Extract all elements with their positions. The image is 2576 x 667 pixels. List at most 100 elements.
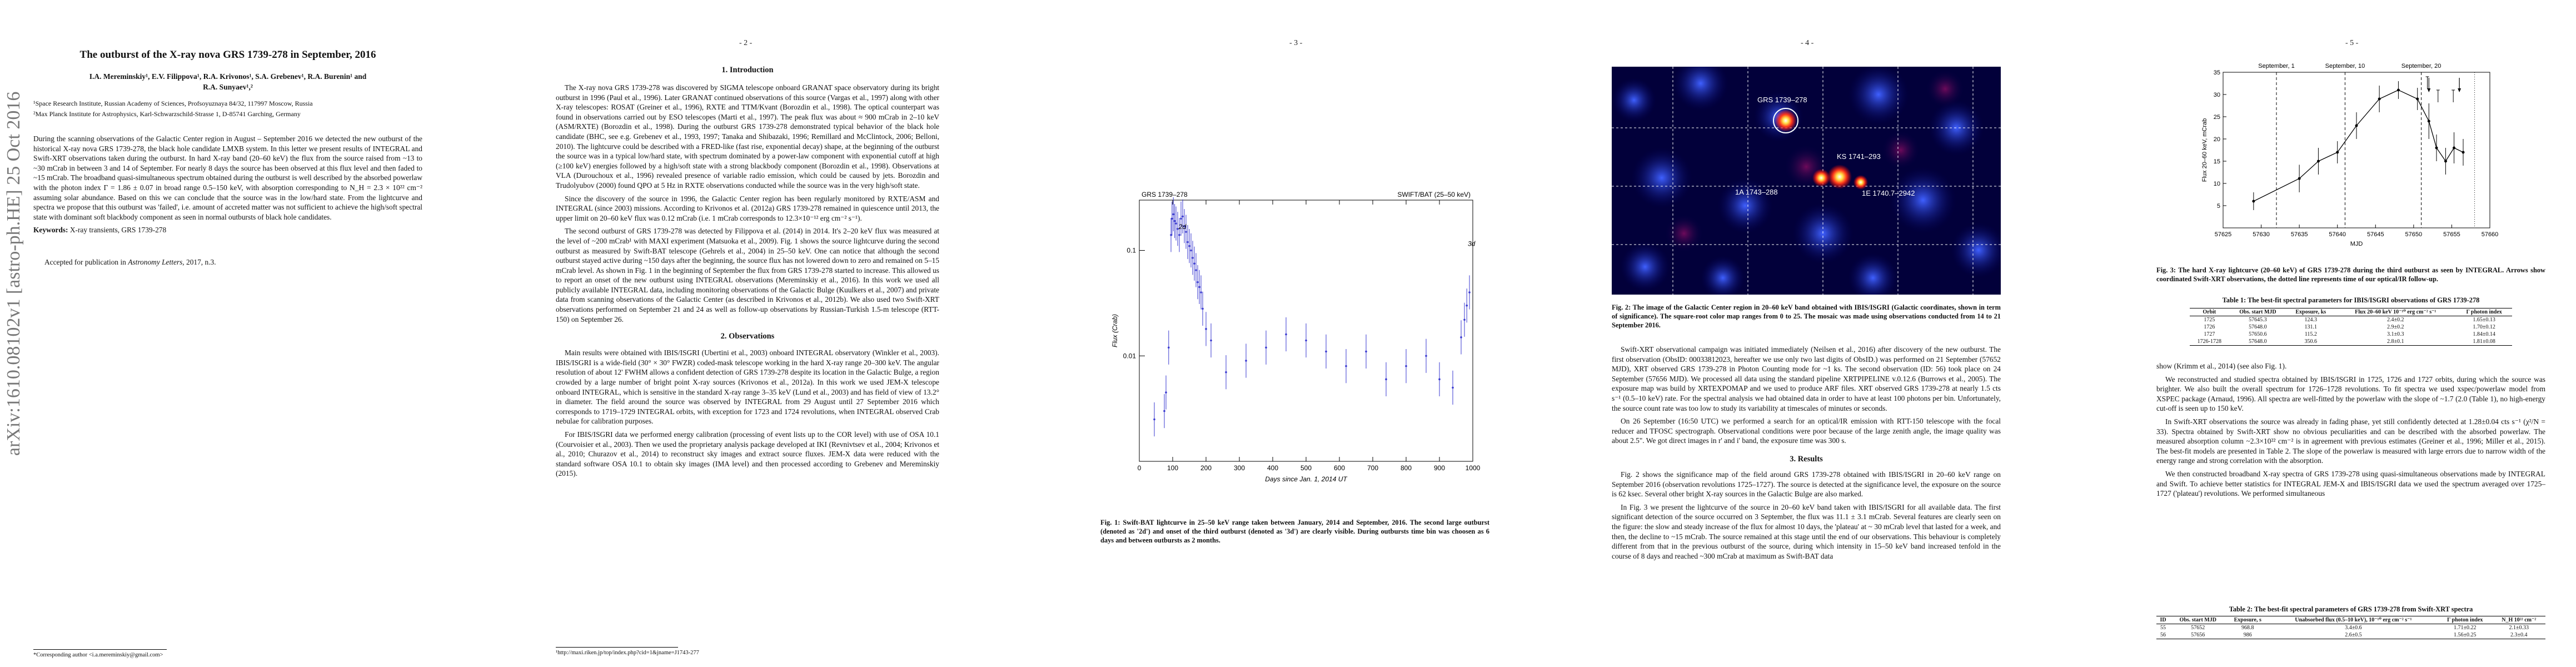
table-1-cell: 57650.6 — [2249, 331, 2267, 337]
table-1-cell: 124.3 — [2304, 317, 2318, 323]
page-1: The outburst of the X-ray nova GRS 1739-… — [33, 0, 422, 667]
source-1a1743 — [1812, 169, 1830, 187]
x-axis-label: Days since Jan. 1, 2014 UT — [1265, 475, 1348, 483]
figure-1-caption: Fig. 1: Swift-BAT lightcurve in 25–50 ke… — [1100, 519, 1489, 544]
data-point — [1265, 346, 1267, 349]
affiliation-1: ¹Space Research Institute, Russian Acade… — [33, 99, 313, 107]
table-1-cell: 57648.0 — [2249, 324, 2267, 330]
data-point — [1463, 318, 1466, 321]
data-point — [1153, 418, 1155, 421]
source-1e1740 — [1853, 175, 1868, 190]
x-tick-label: 600 — [1334, 464, 1345, 472]
table-2-cell: 2.3±0.4 — [2492, 631, 2545, 639]
table-1-row: 1725 57645.3 124.3 2.4±0.2 1.65±0.13 — [2190, 316, 2512, 324]
table-2-cell: 3.4±0.6 — [2345, 625, 2362, 631]
data-point — [1466, 304, 1468, 307]
paragraph: Main results were obtained with IBIS/ISG… — [556, 349, 939, 426]
table-2-cell: 2.6±0.5 — [2269, 631, 2438, 639]
paragraph: In Fig. 3 we present the lightcurve of t… — [1612, 502, 2001, 560]
table-2-cell: 57652 — [2191, 625, 2205, 631]
page-3: - 3 - GRS 1739–278 SWIFT/BAT (25–50 keV) 0… — [1100, 0, 1489, 667]
x-tick-label: 57630 — [2253, 231, 2270, 238]
table-1-cell: 1727 — [2204, 331, 2215, 337]
data-point — [1165, 391, 1167, 394]
page-5-body: show (Krimm et al., 2014) (see also Fig.… — [2156, 361, 2545, 502]
table-2-cell: 986 — [2226, 631, 2269, 639]
table-1-cell: 2.9±0.2 — [2387, 324, 2404, 330]
data-point — [2336, 151, 2339, 154]
table-2-cell: 57656 — [2170, 631, 2226, 639]
table-1: Orbit Obs. start MJD Exposure, ks Flux 20–6… — [2190, 308, 2512, 346]
acceptance-note: Accepted for publication in Astronomy Le… — [44, 257, 216, 266]
section-heading: 2. Observations — [720, 332, 775, 341]
data-point — [2435, 146, 2438, 150]
data-point — [2316, 160, 2320, 163]
table-1-row: 1727 57650.6 115.2 3.1±0.3 1.84±0.14 — [2190, 331, 2512, 338]
data-point — [1425, 355, 1427, 357]
page-2: - 2 - 1. Introduction The X-ray nova GRS… — [556, 0, 939, 667]
y-tick-label: 0.1 — [1127, 247, 1136, 255]
data-point — [1205, 328, 1207, 330]
y-axis-label: Flux 20–60 keV, mCrab — [2201, 118, 2208, 182]
data-point — [2252, 200, 2255, 203]
footnote-rule — [556, 647, 678, 648]
page-4: - 4 - — [1612, 0, 2001, 667]
data-point — [1195, 269, 1197, 271]
table-1-header-cell: Orbit — [2190, 308, 2229, 316]
footnote: *Corresponding author <i.a.mereminskiy@g… — [33, 652, 163, 658]
x-tick-label: 57660 — [2482, 231, 2499, 238]
table-1-cell: 1.70±0.12 — [2473, 324, 2495, 330]
data-point — [2298, 177, 2301, 180]
x-tick-label: 500 — [1301, 464, 1312, 472]
table-2-header-cell: N_H 10²² cm⁻² — [2492, 616, 2545, 624]
paragraph: Swift-XRT observational campaign was ini… — [1612, 345, 2001, 412]
x-tick-label: 57645 — [2367, 231, 2384, 238]
table-2-header-cell: Exposure, s — [2226, 616, 2269, 624]
table-2-row: 55 57652 968.8 3.4±0.6 1.71±0.22 2.1±0.33 — [2156, 624, 2545, 632]
table-1-cell: 1725 — [2204, 317, 2215, 323]
y-tick-label: 15 — [2214, 158, 2220, 165]
x-tick-label: 800 — [1401, 464, 1412, 472]
table-2-header-cell: Γ photon index — [2437, 616, 2493, 624]
paragraph: For IBIS/ISGRI data we performed energy … — [556, 430, 939, 478]
paragraph: The X-ray nova GRS 1739-278 was discover… — [556, 83, 939, 190]
table-2-cell: 1.71±0.22 — [2453, 625, 2477, 631]
table-1-cell: 3.1±0.3 — [2387, 331, 2404, 337]
x-tick-label: 57650 — [2405, 231, 2423, 238]
table-1-row: 1726-1728 57648.0 350.6 2.8±0.1 1.81±0.08 — [2190, 338, 2512, 346]
table-1-cell: 1.81±0.08 — [2456, 338, 2512, 346]
author-list: I.A. Mereminskiy¹, E.V. Filippova¹, R.A.… — [89, 72, 367, 91]
data-point — [1200, 291, 1202, 293]
data-point — [1345, 365, 1347, 367]
date-marker-label: September, 20 — [2401, 63, 2442, 69]
table-2-cell: 968.8 — [2241, 625, 2254, 631]
affiliation-2: ²Max Planck Institute for Astrophysics, … — [33, 110, 301, 118]
data-point — [1183, 225, 1185, 227]
date-marker-label: September, 10 — [2325, 63, 2365, 69]
data-point — [2416, 97, 2419, 101]
paragraph: We then constructed broadband X-ray spec… — [2156, 469, 2545, 498]
y-tick-label: 25 — [2214, 114, 2220, 121]
data-point — [2453, 146, 2456, 150]
table-1-cell: 1.65±0.13 — [2473, 317, 2495, 323]
figure-3-lightcurve: September, 1 September, 10 September, 20 57… — [2201, 63, 2499, 247]
chart-annotation: 3d — [1468, 240, 1476, 248]
data-point — [1172, 213, 1174, 216]
data-point — [1168, 346, 1170, 349]
x-tick-label: 1000 — [1466, 464, 1481, 472]
source-ks1741 — [1827, 165, 1852, 189]
section-heading: 1. Introduction — [721, 66, 774, 74]
table-1-cell: 115.2 — [2304, 331, 2317, 337]
data-point — [1325, 350, 1327, 353]
data-point — [1180, 217, 1182, 220]
footnote-rule — [33, 649, 167, 650]
data-point — [2462, 151, 2465, 154]
table-2-header-cell: ID — [2156, 616, 2170, 624]
table-1-cell: 57645.3 — [2249, 317, 2267, 323]
table-2-header-cell: Obs. start MJD — [2170, 616, 2226, 624]
data-point — [1225, 371, 1227, 374]
table-1-cell: 2.4±0.2 — [2387, 317, 2404, 323]
y-tick-label: 20 — [2214, 136, 2220, 143]
source-grs1739 — [1775, 109, 1797, 132]
table-2-cell: 56 — [2156, 631, 2170, 639]
